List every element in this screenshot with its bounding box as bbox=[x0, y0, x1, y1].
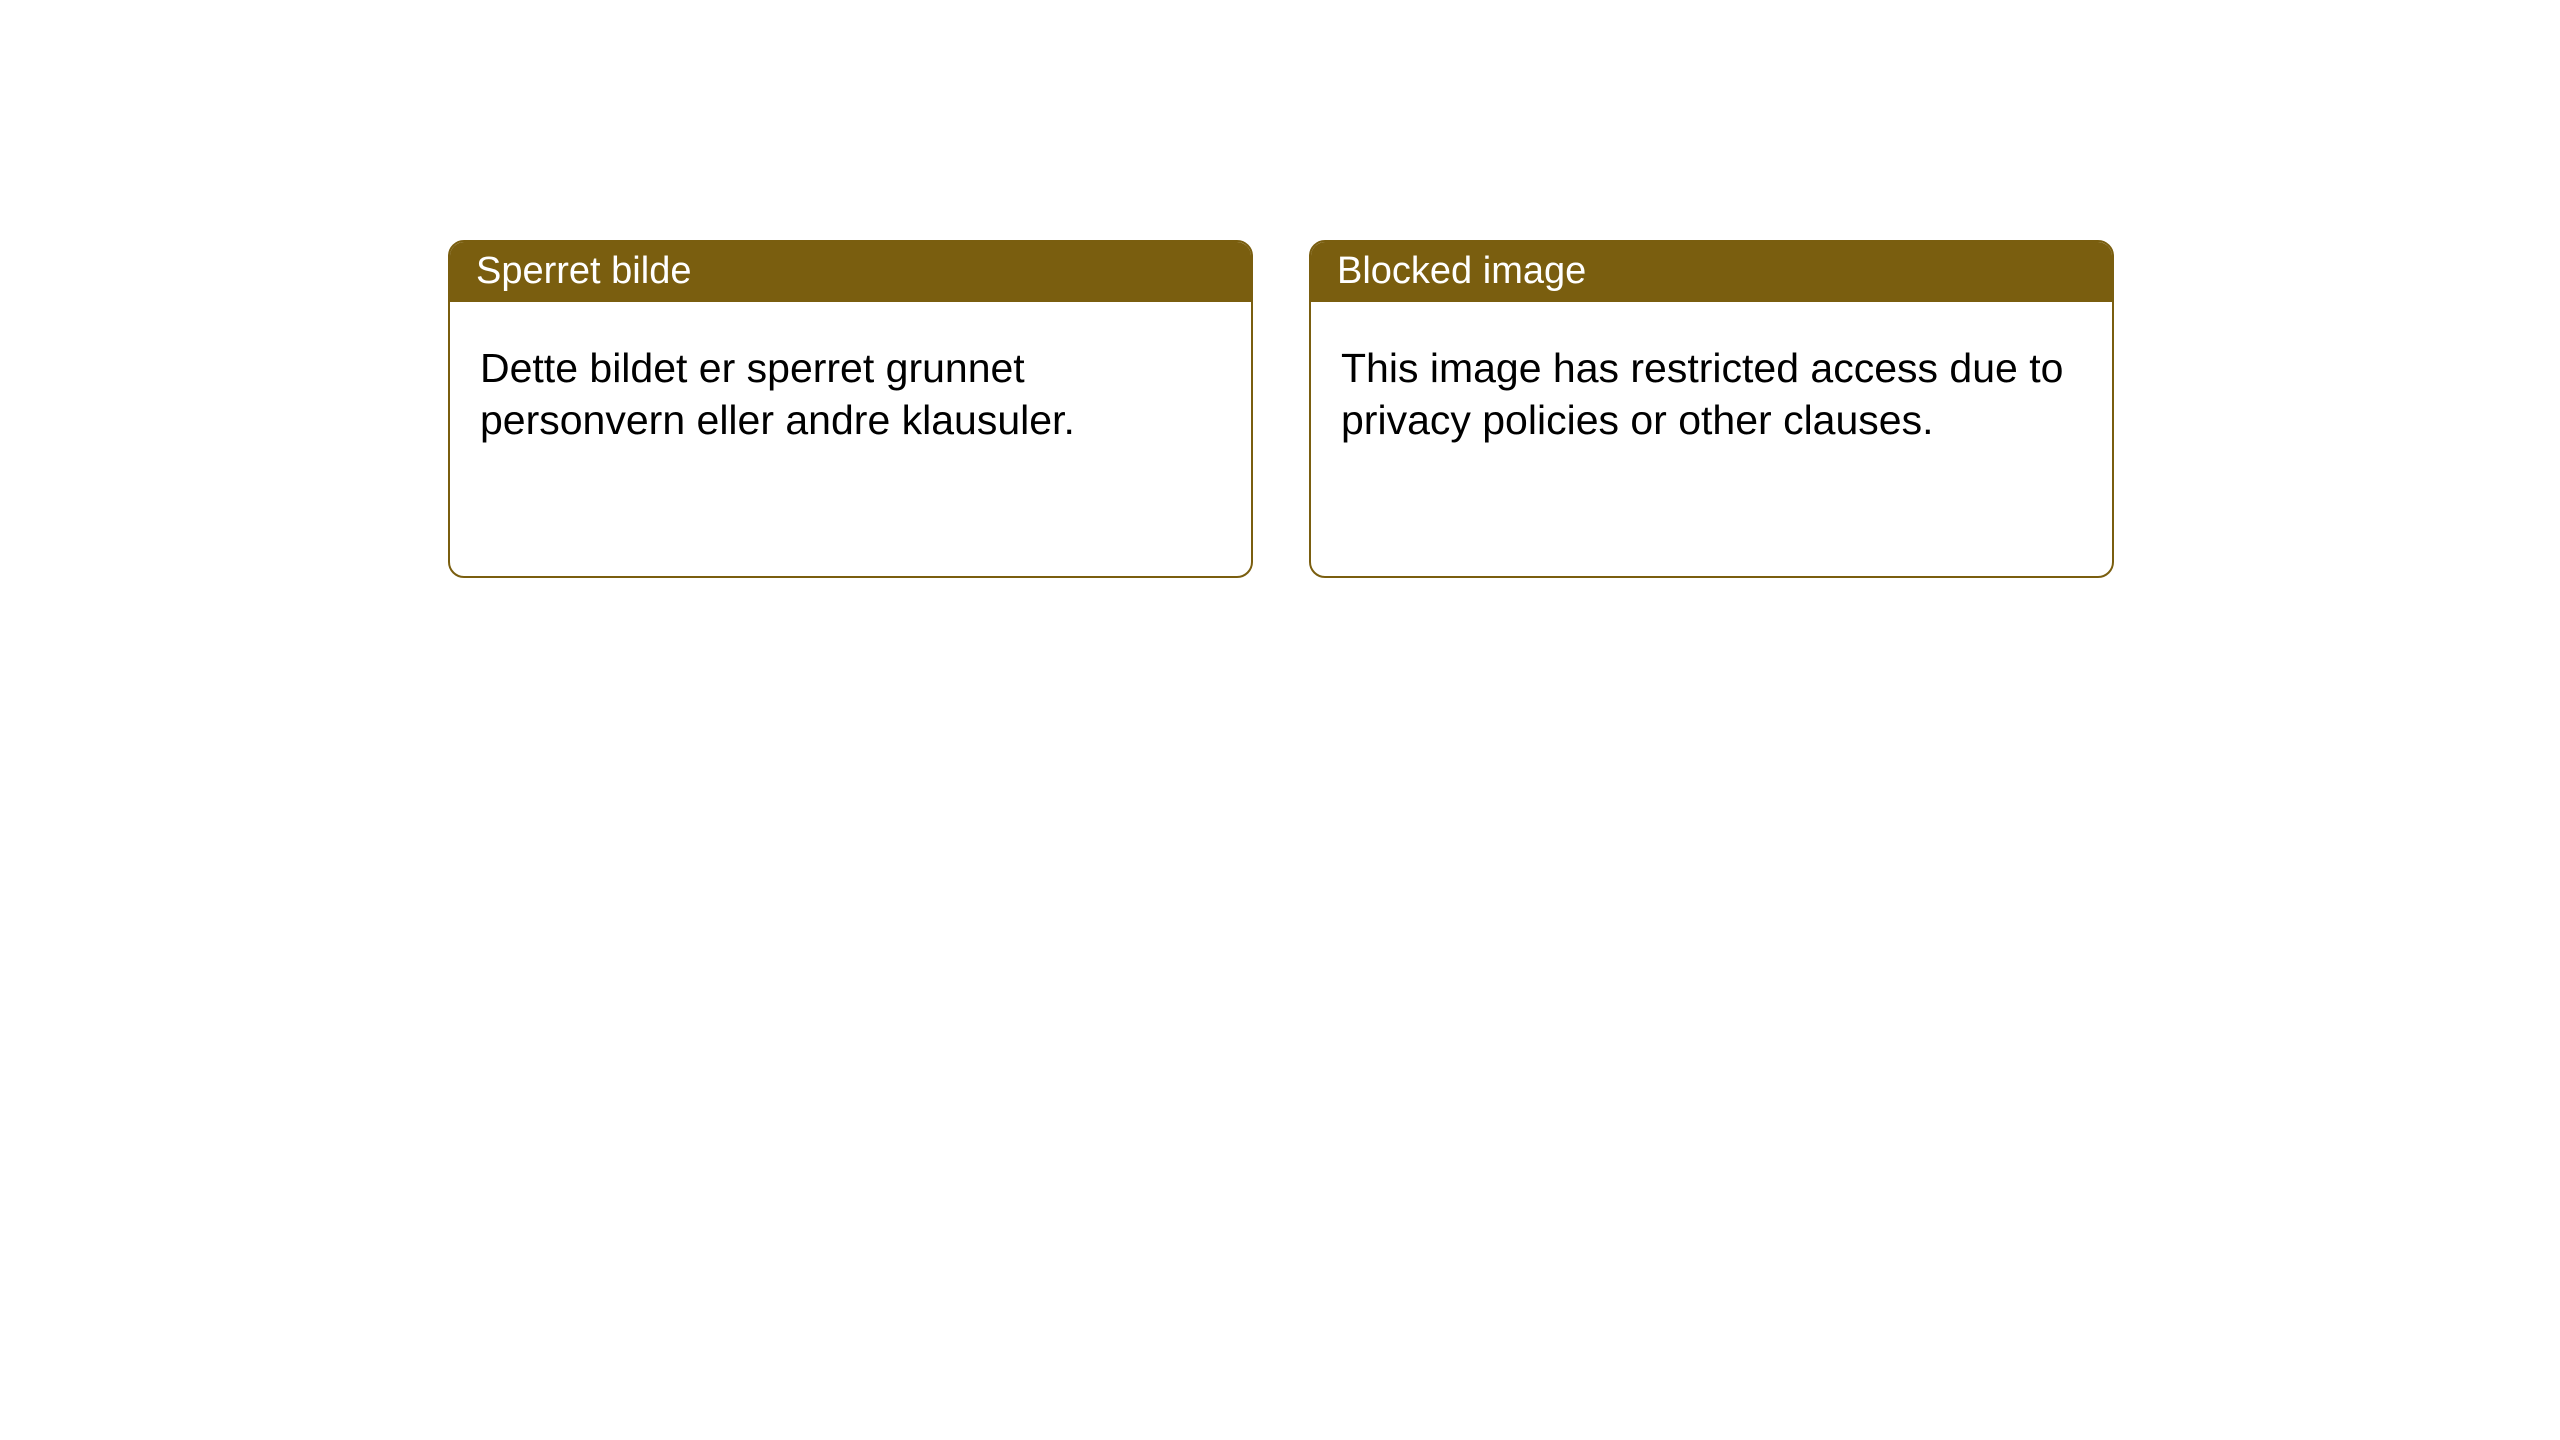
card-body-text-english: This image has restricted access due to … bbox=[1341, 345, 2063, 443]
card-body-english: This image has restricted access due to … bbox=[1311, 302, 2112, 477]
notice-card-english: Blocked image This image has restricted … bbox=[1309, 240, 2114, 578]
card-body-norwegian: Dette bildet er sperret grunnet personve… bbox=[450, 302, 1251, 477]
card-header-norwegian: Sperret bilde bbox=[450, 242, 1251, 302]
card-header-english: Blocked image bbox=[1311, 242, 2112, 302]
notice-card-norwegian: Sperret bilde Dette bildet er sperret gr… bbox=[448, 240, 1253, 578]
card-body-text-norwegian: Dette bildet er sperret grunnet personve… bbox=[480, 345, 1075, 443]
notice-cards-container: Sperret bilde Dette bildet er sperret gr… bbox=[0, 0, 2560, 578]
card-title-norwegian: Sperret bilde bbox=[476, 250, 691, 293]
card-title-english: Blocked image bbox=[1337, 250, 1586, 293]
